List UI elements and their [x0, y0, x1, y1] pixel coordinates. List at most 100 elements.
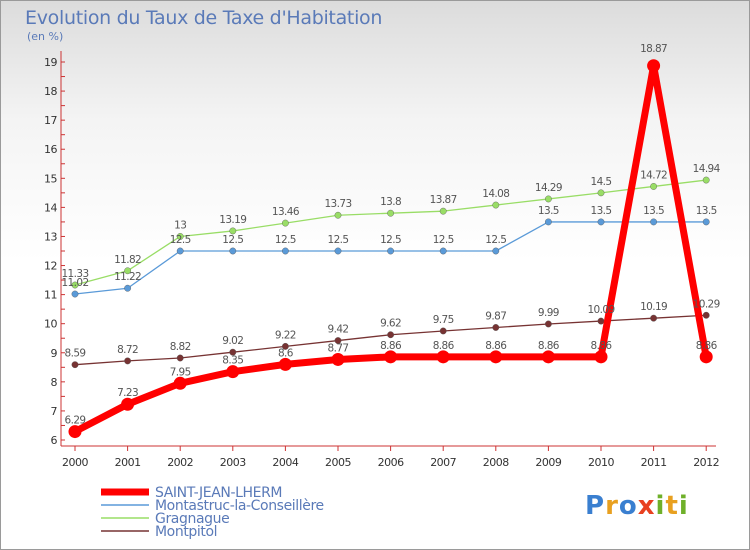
data-label: 9.22 — [275, 329, 296, 341]
data-label: 8.82 — [170, 341, 191, 353]
data-label: 10.19 — [640, 301, 667, 313]
data-point — [331, 352, 345, 366]
data-label: 13.5 — [538, 205, 559, 217]
data-point — [124, 357, 132, 365]
data-point — [492, 247, 500, 255]
data-label: 14.94 — [693, 163, 721, 175]
data-point — [702, 218, 710, 226]
data-point — [489, 350, 503, 364]
data-label: 7.23 — [117, 387, 138, 399]
data-label: 9.42 — [328, 324, 349, 336]
data-label: 12.5 — [328, 234, 349, 246]
x-tick-label: 2004 — [272, 456, 298, 469]
data-point — [387, 247, 394, 255]
data-point — [650, 218, 657, 226]
data-label: 13.5 — [643, 205, 664, 217]
data-point — [281, 342, 289, 350]
data-point — [226, 365, 240, 379]
data-point — [281, 219, 289, 227]
data-point — [597, 218, 605, 226]
data-label: 12.5 — [275, 234, 296, 246]
y-tick-label: 13 — [44, 230, 57, 243]
x-tick-label: 2011 — [641, 456, 667, 469]
data-label: 13 — [174, 219, 186, 231]
data-point — [545, 218, 552, 226]
data-point — [334, 247, 342, 255]
data-label: 8.86 — [433, 340, 455, 352]
data-label: 13.46 — [272, 206, 300, 218]
data-point — [597, 189, 605, 197]
data-point — [594, 350, 608, 364]
data-label: 13.73 — [324, 198, 351, 210]
data-point — [68, 425, 82, 439]
data-label: 8.6 — [278, 347, 294, 359]
data-point — [71, 361, 79, 369]
x-tick-label: 2002 — [167, 456, 193, 469]
data-point — [384, 350, 398, 364]
data-label: 8.77 — [328, 342, 349, 354]
y-tick-label: 10 — [44, 318, 57, 331]
data-point — [176, 247, 184, 255]
data-point — [541, 350, 555, 364]
data-point — [281, 247, 289, 255]
data-point — [699, 350, 713, 364]
data-point — [173, 376, 187, 390]
data-point — [229, 247, 237, 255]
data-label: 9.02 — [222, 335, 243, 347]
y-tick-label: 7 — [51, 405, 58, 418]
data-point — [278, 357, 292, 371]
x-tick-label: 2001 — [115, 456, 141, 469]
data-label: 13.5 — [591, 205, 612, 217]
data-point — [387, 331, 394, 339]
data-label: 8.72 — [117, 344, 138, 356]
data-label: 9.75 — [433, 314, 454, 326]
data-label: 8.35 — [222, 355, 243, 367]
data-point — [71, 281, 79, 289]
data-label: 10.09 — [587, 304, 614, 316]
legend-label: Gragnague — [155, 511, 229, 527]
data-point — [387, 209, 394, 217]
data-point — [647, 59, 661, 73]
x-tick-label: 2008 — [483, 456, 509, 469]
data-label: 11.02 — [61, 277, 88, 289]
y-tick-label: 19 — [44, 56, 57, 69]
data-point — [597, 317, 605, 325]
data-label: 9.62 — [380, 318, 401, 330]
data-label: 8.86 — [380, 340, 402, 352]
data-point — [702, 176, 710, 184]
data-point — [492, 324, 500, 331]
data-label: 10.29 — [693, 298, 720, 310]
x-tick-label: 2005 — [325, 456, 351, 469]
data-label: 8.86 — [485, 340, 507, 352]
y-tick-label: 12 — [44, 260, 57, 273]
legend-label: SAINT-JEAN-LHERM — [155, 485, 282, 501]
data-label: 11.22 — [114, 271, 141, 283]
y-tick-label: 9 — [51, 347, 58, 360]
data-point — [702, 311, 710, 319]
chart-title: Evolution du Taux de Taxe d'Habitation — [25, 7, 383, 29]
data-label: 14.08 — [482, 188, 509, 200]
data-point — [650, 314, 657, 322]
data-label: 9.87 — [485, 310, 506, 322]
data-label: 8.86 — [538, 340, 560, 352]
y-tick-label: 18 — [44, 85, 57, 98]
x-tick-label: 2012 — [693, 456, 719, 469]
x-tick-label: 2003 — [220, 456, 246, 469]
data-label: 9.99 — [538, 307, 559, 319]
data-label: 13.5 — [696, 205, 717, 217]
y-tick-label: 11 — [44, 289, 57, 302]
data-point — [176, 354, 184, 362]
data-label: 18.87 — [640, 43, 667, 55]
data-point — [545, 320, 552, 328]
proxiti-logo: Proxiti — [585, 491, 689, 521]
y-tick-label: 8 — [51, 376, 58, 389]
data-point — [124, 267, 132, 275]
data-label: 8.59 — [65, 348, 86, 360]
data-point — [436, 350, 450, 364]
data-label: 13.87 — [430, 194, 457, 206]
data-point — [71, 290, 79, 298]
data-label: 13.19 — [219, 214, 246, 226]
data-label: 11.82 — [114, 254, 141, 266]
data-point — [650, 183, 657, 190]
